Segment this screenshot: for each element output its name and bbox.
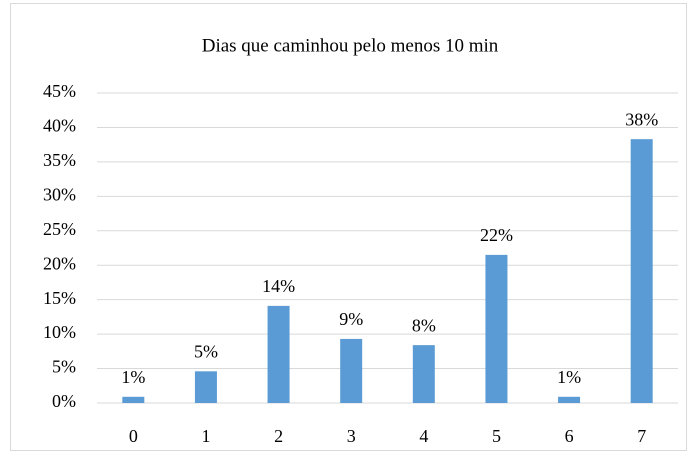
y-tick-label: 10% [43,322,76,342]
x-tick-label: 1 [201,426,210,446]
bar [485,254,508,403]
y-tick-label: 45% [43,81,76,101]
x-tick-label: 6 [565,426,574,446]
bar [267,305,290,403]
chart-title: Dias que caminhou pelo menos 10 min [202,35,499,56]
y-tick-label: 5% [52,357,76,377]
data-label: 38% [625,109,658,129]
bar [558,396,581,403]
data-label: 22% [480,225,513,245]
x-tick-label: 0 [129,426,138,446]
x-tick-label: 3 [347,426,356,446]
bar [630,139,653,403]
y-tick-label: 35% [43,150,76,170]
data-label: 1% [121,367,145,387]
y-tick-label: 15% [43,288,76,308]
data-label: 1% [557,367,581,387]
bar [340,338,363,403]
x-tick-label: 5 [492,426,501,446]
data-label: 14% [262,276,295,296]
y-tick-label: 40% [43,116,76,136]
data-label: 5% [194,341,218,361]
bar [412,345,435,403]
bar [194,371,217,403]
x-tick-label: 4 [419,426,428,446]
y-tick-label: 25% [43,219,76,239]
y-tick-label: 30% [43,184,76,204]
y-tick-label: 0% [52,391,76,411]
x-tick-label: 2 [274,426,283,446]
data-label: 8% [412,315,436,335]
y-tick-label: 20% [43,253,76,273]
data-label: 9% [339,309,363,329]
x-tick-label: 7 [637,426,646,446]
bar [122,396,145,403]
